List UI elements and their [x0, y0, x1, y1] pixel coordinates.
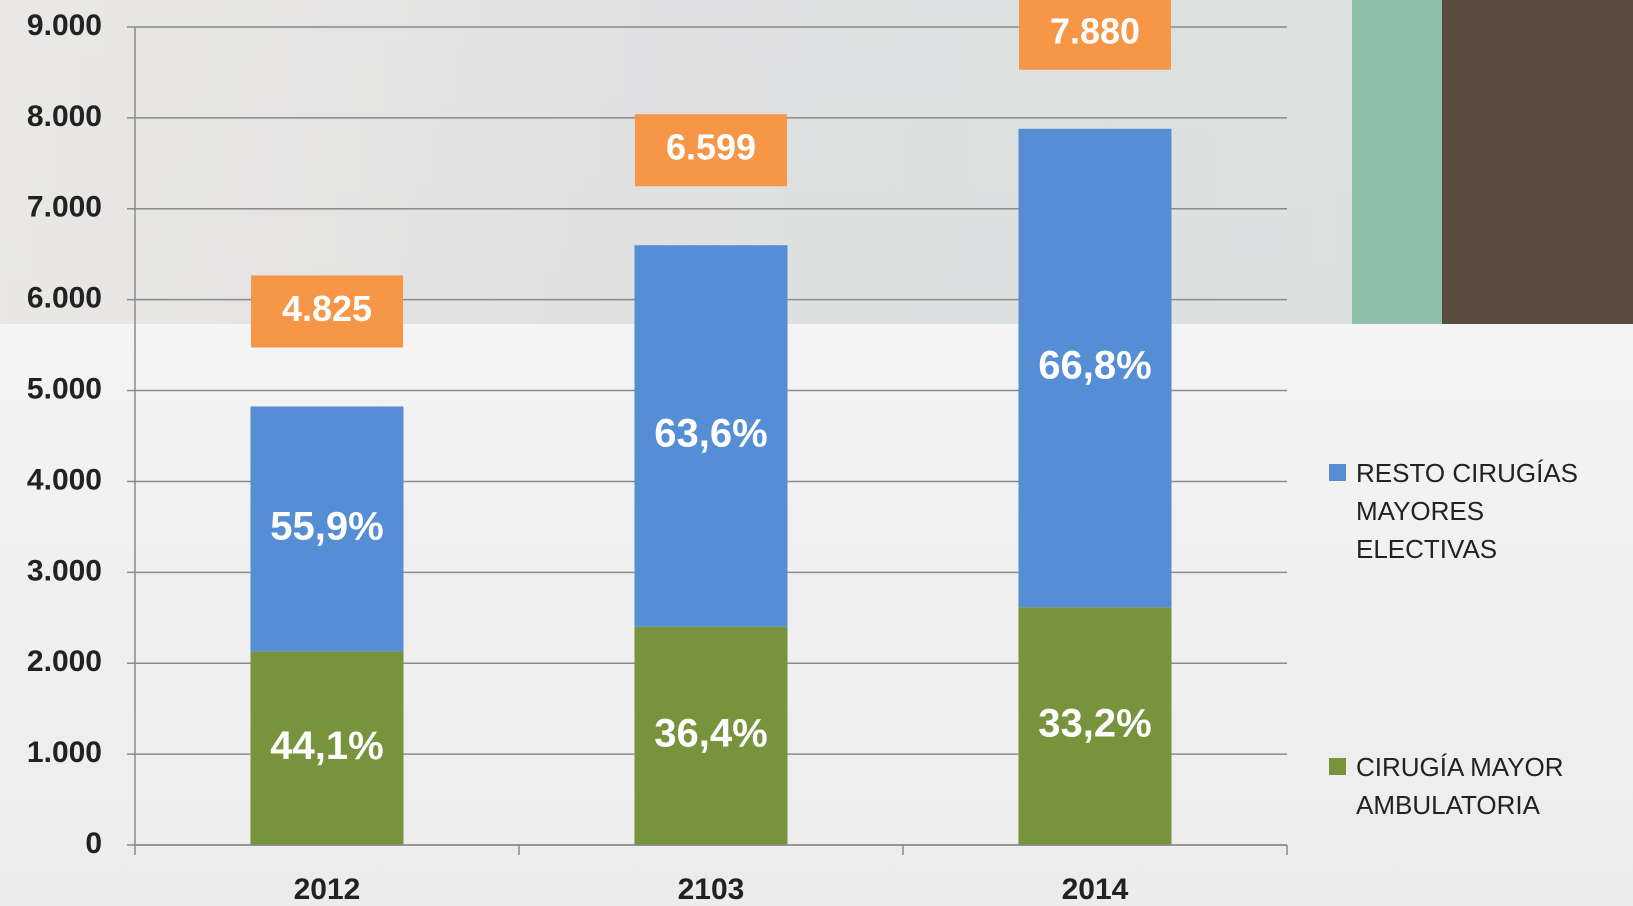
share-label: 63,6% [654, 412, 767, 456]
y-tick-label: 4.000 [27, 463, 102, 496]
bar-segment [250, 651, 404, 845]
total-label: 4.825 [282, 288, 372, 329]
legend-item: CIRUGÍA MAYOR AMBULATORIA [1329, 748, 1629, 824]
y-tick-label: 0 [85, 827, 102, 860]
legend-item: RESTO CIRUGÍAS MAYORES ELECTIVAS [1329, 454, 1629, 568]
share-label: 44,1% [270, 724, 383, 768]
x-tick-label: 2012 [294, 873, 361, 906]
bar-segment [634, 626, 788, 845]
y-tick-label: 3.000 [27, 554, 102, 587]
legend-label: CIRUGÍA MAYOR AMBULATORIA [1356, 752, 1564, 820]
share-label: 33,2% [1038, 702, 1151, 746]
photo-corner-wall [1352, 0, 1442, 324]
x-tick-label: 2103 [678, 873, 745, 906]
y-tick-label: 1.000 [27, 736, 102, 769]
bar-segment [250, 406, 404, 652]
legend-swatch [1329, 758, 1346, 775]
bar-segment [1018, 128, 1172, 608]
y-tick-label: 5.000 [27, 372, 102, 405]
share-label: 36,4% [654, 711, 767, 755]
y-tick-label: 7.000 [27, 191, 102, 224]
share-label: 55,9% [270, 505, 383, 549]
legend-swatch [1329, 464, 1346, 481]
y-tick-label: 9.000 [27, 9, 102, 42]
y-tick-label: 2.000 [27, 645, 102, 678]
y-tick-label: 6.000 [27, 282, 102, 315]
bar-segment [1018, 607, 1172, 845]
total-box [635, 114, 787, 187]
total-box [251, 275, 403, 348]
total-box [1019, 0, 1171, 70]
x-tick-label: 2014 [1062, 873, 1129, 906]
bar-segment [634, 245, 788, 627]
total-label: 7.880 [1050, 10, 1140, 51]
total-label: 6.599 [666, 127, 756, 168]
legend-label: RESTO CIRUGÍAS MAYORES ELECTIVAS [1356, 458, 1579, 564]
share-label: 66,8% [1038, 344, 1151, 388]
y-tick-label: 8.000 [27, 100, 102, 133]
